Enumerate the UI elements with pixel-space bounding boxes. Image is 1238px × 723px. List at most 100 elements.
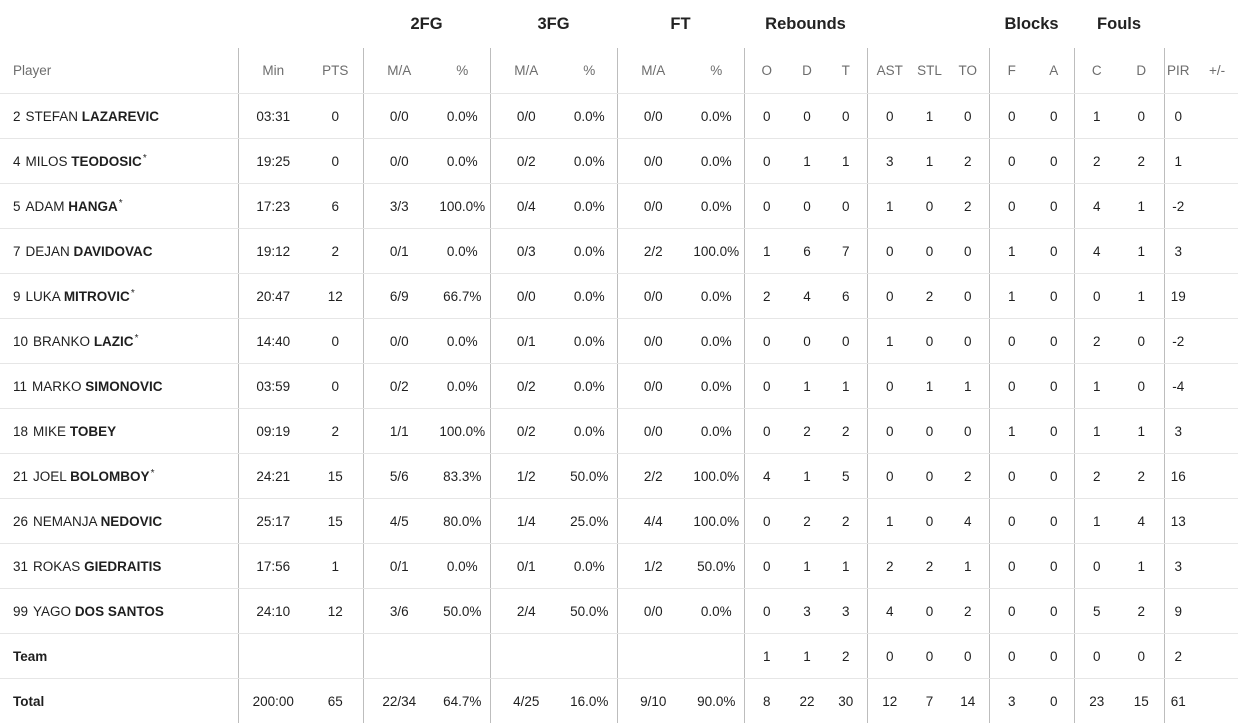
player-first-name: LUKA — [26, 289, 61, 304]
cell-stl: 0 — [912, 229, 947, 274]
starter-marker: * — [151, 468, 155, 479]
cell-stl: 0 — [912, 589, 947, 634]
cell-foul-d: 4 — [1119, 499, 1164, 544]
cell-pm — [1192, 454, 1238, 499]
header-to[interactable]: TO — [947, 48, 989, 94]
cell-reb-t: 5 — [825, 454, 867, 499]
header-reb-d[interactable]: D — [789, 48, 825, 94]
cell-ast: 0 — [867, 634, 912, 679]
header-reb-t[interactable]: T — [825, 48, 867, 94]
cell-to: 2 — [947, 184, 989, 229]
cell-ast: 0 — [867, 229, 912, 274]
cell-fg3-ma: 0/0 — [490, 94, 562, 139]
cell-foul-d: 1 — [1119, 544, 1164, 589]
cell-pts: 12 — [308, 589, 363, 634]
cell-pir: 19 — [1164, 274, 1192, 319]
total-row-label: Total — [0, 679, 238, 723]
cell-ast: 2 — [867, 544, 912, 589]
cell-pts: 65 — [308, 679, 363, 723]
cell-fg2-ma: 6/9 — [363, 274, 435, 319]
header-foul-d[interactable]: D — [1119, 48, 1164, 94]
cell-fg2-ma: 0/1 — [363, 544, 435, 589]
header-ast[interactable]: AST — [867, 48, 912, 94]
cell-ft-ma: 4/4 — [617, 499, 689, 544]
header-2fg-ma[interactable]: M/A — [363, 48, 435, 94]
player-number: 2 — [13, 109, 21, 124]
player-last-name: DAVIDOVAC — [74, 244, 153, 259]
header-plus-minus[interactable]: +/- — [1192, 48, 1238, 94]
cell-foul-d: 0 — [1119, 94, 1164, 139]
cell-stl: 1 — [912, 364, 947, 409]
starter-marker: * — [135, 333, 139, 344]
cell-ft-pct: 0.0% — [689, 94, 744, 139]
cell-min — [238, 634, 308, 679]
cell-pm — [1192, 634, 1238, 679]
cell-to: 4 — [947, 499, 989, 544]
player-number: 18 — [13, 424, 28, 439]
header-stl[interactable]: STL — [912, 48, 947, 94]
cell-fg2-pct: 100.0% — [435, 409, 490, 454]
cell-fg3-ma: 0/3 — [490, 229, 562, 274]
cell-pm — [1192, 364, 1238, 409]
cell-ft-pct: 0.0% — [689, 139, 744, 184]
cell-to: 1 — [947, 364, 989, 409]
header-3fg-pct[interactable]: % — [562, 48, 617, 94]
cell-foul-c: 23 — [1074, 679, 1119, 723]
cell-fg2-ma: 0/0 — [363, 94, 435, 139]
cell-ast: 0 — [867, 274, 912, 319]
cell-ast: 0 — [867, 409, 912, 454]
header-blk-a[interactable]: A — [1034, 48, 1074, 94]
header-ft-pct[interactable]: % — [689, 48, 744, 94]
header-pir[interactable]: PIR — [1164, 48, 1192, 94]
cell-pir: 13 — [1164, 499, 1192, 544]
cell-fg3-ma: 2/4 — [490, 589, 562, 634]
cell-fg3-pct: 50.0% — [562, 454, 617, 499]
cell-pir: 9 — [1164, 589, 1192, 634]
cell-reb-d: 1 — [789, 139, 825, 184]
cell-reb-d: 2 — [789, 409, 825, 454]
header-player[interactable]: Player — [0, 48, 238, 94]
cell-reb-d: 0 — [789, 94, 825, 139]
header-min[interactable]: Min — [238, 48, 308, 94]
cell-foul-d: 2 — [1119, 589, 1164, 634]
team-row-label: Team — [0, 634, 238, 679]
cell-blk-a: 0 — [1034, 679, 1074, 723]
header-ft-ma[interactable]: M/A — [617, 48, 689, 94]
header-reb-o[interactable]: O — [744, 48, 789, 94]
cell-reb-o: 0 — [744, 544, 789, 589]
cell-reb-d: 1 — [789, 634, 825, 679]
header-pts[interactable]: PTS — [308, 48, 363, 94]
cell-stl: 2 — [912, 274, 947, 319]
cell-foul-c: 1 — [1074, 499, 1119, 544]
header-2fg-pct[interactable]: % — [435, 48, 490, 94]
cell-to: 0 — [947, 319, 989, 364]
cell-ft-pct: 0.0% — [689, 274, 744, 319]
cell-fg3-ma: 0/1 — [490, 319, 562, 364]
header-foul-c[interactable]: C — [1074, 48, 1119, 94]
cell-pts: 15 — [308, 454, 363, 499]
header-3fg-ma[interactable]: M/A — [490, 48, 562, 94]
header-blk-f[interactable]: F — [989, 48, 1034, 94]
cell-fg2-pct: 0.0% — [435, 364, 490, 409]
cell-stl: 0 — [912, 634, 947, 679]
cell-pir: 0 — [1164, 94, 1192, 139]
cell-ast: 3 — [867, 139, 912, 184]
cell-ast: 0 — [867, 364, 912, 409]
cell-pir: 3 — [1164, 544, 1192, 589]
cell-ft-pct: 0.0% — [689, 409, 744, 454]
